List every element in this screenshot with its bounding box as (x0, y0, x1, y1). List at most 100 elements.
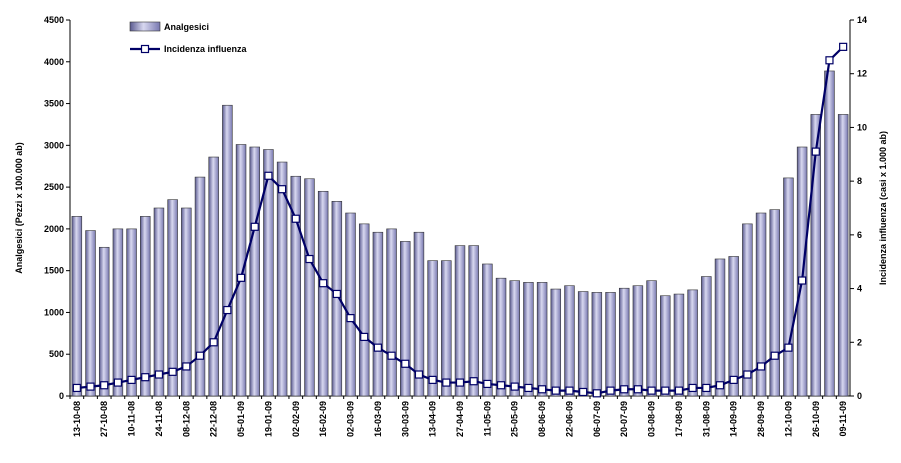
bar (495, 277, 507, 397)
bar (701, 276, 712, 397)
line-marker (236, 273, 246, 282)
bar (810, 114, 822, 397)
x-tick-label: 24-11-08 (154, 401, 164, 437)
y2-tick-label: 8 (857, 176, 862, 186)
y-tick-label: 3500 (44, 99, 64, 109)
bar (714, 258, 726, 397)
bar (276, 161, 288, 397)
x-tick-label: 12-10-09 (783, 401, 793, 437)
x-tick-label: 13-04-09 (428, 401, 438, 437)
line-marker (592, 389, 601, 398)
bar (824, 70, 835, 397)
x-tick-label: 31-08-09 (701, 401, 711, 437)
x-tick-label: 25-05-09 (510, 401, 520, 437)
line-marker (154, 370, 164, 379)
bar (290, 175, 302, 397)
bar (482, 263, 493, 397)
line-marker (565, 386, 574, 395)
y2-tick-label: 12 (857, 69, 867, 79)
line-marker (332, 289, 341, 299)
x-tick-label: 09-11-09 (838, 401, 848, 437)
line-marker (743, 370, 752, 379)
bar (317, 190, 329, 397)
line-marker (496, 381, 506, 390)
line-marker (250, 222, 259, 231)
line-marker (141, 373, 150, 382)
y2-tick-label: 0 (857, 391, 862, 401)
line-marker (319, 279, 328, 288)
bar (400, 241, 411, 397)
x-tick-label: 16-03-09 (373, 401, 383, 437)
bar (304, 178, 315, 397)
bar (372, 231, 384, 397)
bar (769, 209, 780, 397)
x-tick-label: 22-06-09 (564, 401, 574, 437)
bar (331, 201, 343, 397)
bar (660, 295, 671, 397)
y-tick-label: 4000 (44, 57, 64, 67)
x-tick-label: 02-02-09 (291, 401, 301, 437)
x-tick-label: 08-12-08 (181, 401, 191, 437)
line-marker (702, 383, 711, 393)
line-marker (647, 386, 656, 395)
x-tick-label: 27-04-09 (455, 401, 465, 437)
x-tick-label: 30-03-09 (400, 401, 410, 437)
bar (98, 246, 110, 397)
line-marker (428, 375, 437, 384)
y2-tick-label: 2 (857, 337, 862, 347)
legend-swatch (140, 44, 150, 54)
y-tick-label: 1500 (44, 266, 64, 276)
bar (618, 287, 630, 397)
line-marker (579, 387, 588, 397)
bar (140, 216, 151, 397)
legend-label: Incidenza influenza (164, 44, 248, 54)
line-marker (524, 383, 533, 393)
bar (577, 291, 589, 397)
x-tick-label: 28-09-09 (756, 401, 766, 437)
y2-tick-label: 10 (857, 122, 867, 132)
bar (632, 285, 644, 397)
bar (783, 177, 794, 397)
bar (550, 288, 562, 397)
bar (468, 245, 479, 397)
x-tick-label: 17-08-09 (674, 401, 684, 437)
line-marker (113, 378, 122, 387)
bar (345, 212, 356, 397)
bar (222, 104, 233, 397)
line-marker (387, 351, 396, 360)
bar (687, 289, 698, 397)
y2-tick-label: 4 (857, 284, 862, 294)
y-tick-label: 3000 (44, 140, 64, 150)
y2-tick-label: 14 (857, 15, 867, 25)
bar (454, 245, 466, 397)
x-tick-label: 16-02-09 (318, 401, 328, 437)
line-marker (278, 185, 287, 194)
line-marker (661, 386, 670, 395)
bar (427, 260, 438, 397)
bar (523, 282, 534, 397)
bar (386, 228, 397, 397)
bar (85, 230, 96, 397)
bar (509, 280, 520, 397)
y2-tick-label: 6 (857, 230, 862, 240)
x-tick-label: 08-06-09 (537, 401, 547, 437)
x-tick-label: 06-07-09 (592, 401, 602, 437)
line-marker (674, 386, 684, 395)
line-marker (223, 305, 232, 315)
line-marker (100, 381, 109, 390)
line-marker (633, 385, 642, 394)
x-tick-label: 10-11-08 (127, 401, 137, 437)
bar (673, 293, 685, 397)
x-tick-label: 22-12-08 (209, 401, 219, 437)
line-marker (483, 379, 492, 389)
y-tick-label: 0 (59, 391, 64, 401)
bar (413, 231, 425, 397)
line-marker (729, 375, 738, 384)
x-tick-label: 27-10-08 (99, 401, 109, 437)
x-tick-label: 14-09-09 (729, 401, 739, 437)
bar (742, 223, 753, 397)
line-marker (72, 383, 81, 393)
line-marker (469, 377, 478, 386)
